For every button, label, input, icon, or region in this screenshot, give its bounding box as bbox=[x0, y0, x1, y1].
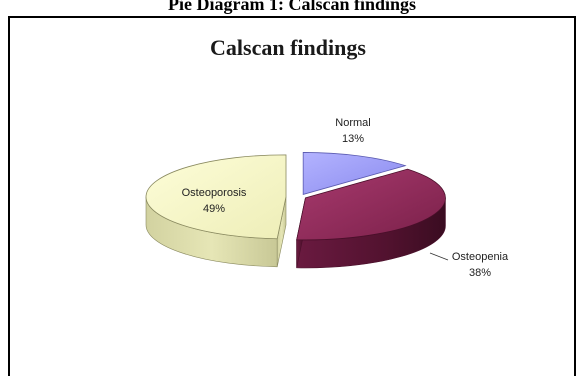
osteopenia-leader-line bbox=[429, 252, 449, 261]
pie-slices bbox=[145, 152, 446, 269]
pie-slice-normal bbox=[302, 152, 407, 195]
slice-label-osteoporosis: Osteoporosis bbox=[182, 187, 247, 199]
pie-slice-osteoporosis bbox=[145, 154, 287, 240]
slice-value-normal: 13% bbox=[342, 133, 364, 145]
figure-caption: Pie Diagram 1: Calscan findings bbox=[167, 0, 416, 14]
slice-value-osteopenia: 38% bbox=[469, 267, 491, 279]
pie-slice-osteopenia bbox=[296, 168, 446, 241]
chart-frame bbox=[8, 16, 576, 376]
slice-label-normal: Normal bbox=[335, 117, 370, 129]
chart-title: Calscan findings bbox=[210, 35, 366, 60]
pie-top-faces bbox=[145, 152, 446, 241]
slice-value-osteoporosis: 49% bbox=[203, 203, 225, 215]
slice-label-osteopenia: Osteopenia bbox=[452, 251, 509, 263]
